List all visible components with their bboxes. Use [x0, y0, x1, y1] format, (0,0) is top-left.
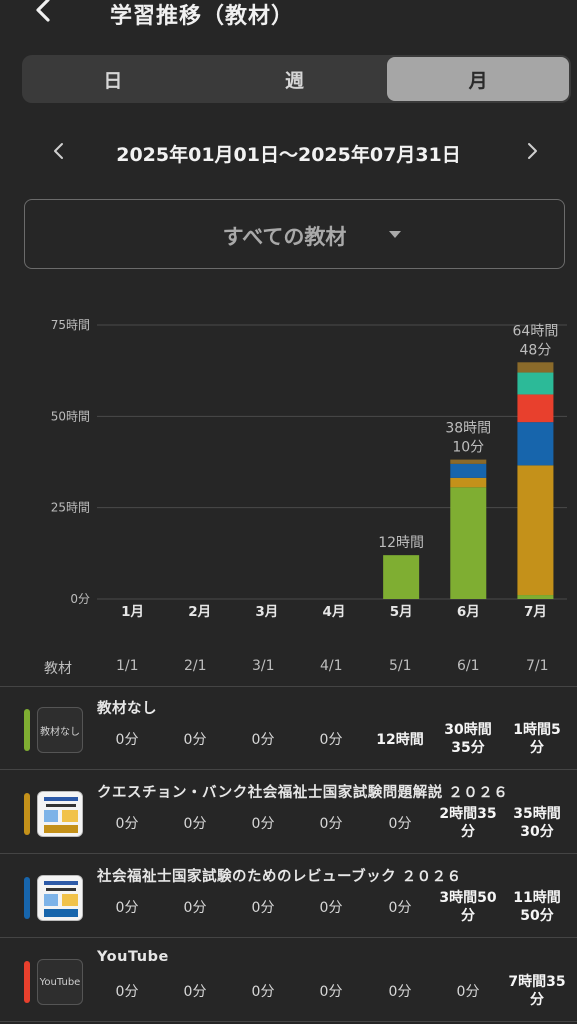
time-cell: 0分 [251, 816, 275, 832]
next-arrow-icon[interactable] [517, 136, 547, 166]
bar-segment[interactable] [450, 459, 487, 464]
header: 学習推移（教材） [0, 0, 577, 30]
caret-down-icon [389, 231, 401, 238]
y-tick-label: 25時間 [51, 501, 90, 515]
y-tick-label: 0分 [70, 592, 90, 606]
table-header-label: 教材 [44, 661, 72, 677]
bar-segment[interactable] [450, 463, 487, 478]
bar-total-label: 10分 [452, 440, 484, 456]
material-thumbnail: YouTube [37, 959, 83, 1005]
bar-segment[interactable] [383, 555, 420, 599]
stacked-bar-chart: 0分 25時間 50時間 75時間 1月 2月 3月 4月 5月 12時間 6月 38時間 10分 7月 6… [51, 318, 567, 620]
material-select[interactable]: すべての教材 [24, 199, 565, 269]
time-cell: 11時間 50分 [513, 890, 561, 924]
y-tick-label: 75時間 [51, 318, 90, 332]
book-cover-image [37, 791, 83, 837]
time-cell: 0分 [115, 732, 139, 748]
time-cell: 0分 [183, 732, 207, 748]
col-header: 5/1 [389, 658, 412, 674]
tab-week[interactable]: 週 [285, 69, 305, 92]
col-header: 1/1 [116, 658, 139, 674]
bar-segment[interactable] [517, 422, 554, 466]
period-tabs: 日 週 月 [22, 55, 571, 103]
x-tick-label: 6月 [457, 604, 480, 620]
time-cell: 0分 [115, 984, 139, 1000]
time-cell: 0分 [319, 732, 343, 748]
bar-total-label: 64時間 [513, 323, 559, 339]
date-range-text: 2025年01月01日〜2025年07月31日 [116, 144, 461, 166]
tab-month[interactable]: 月 [387, 57, 570, 101]
time-cell: 2時間35 分 [439, 806, 497, 840]
material-color-indicator [24, 709, 30, 751]
time-cell: 0分 [319, 984, 343, 1000]
bar-segment[interactable] [517, 362, 554, 373]
back-icon[interactable] [30, 0, 60, 28]
time-cell: 0分 [388, 816, 412, 832]
time-cell: 0分 [183, 816, 207, 832]
material-name: 教材なし [97, 701, 157, 717]
prev-arrow-icon[interactable] [44, 136, 74, 166]
time-cell: 0分 [183, 900, 207, 916]
bar-segment[interactable] [517, 595, 554, 599]
page-title: 学習推移（教材） [110, 4, 295, 29]
table-row[interactable]: YouTube YouTube 0分 0分 0分 0分 0分 0分 7時間35 分 [0, 939, 577, 1022]
time-cell: 0分 [319, 816, 343, 832]
time-cell: 7時間35 分 [508, 974, 566, 1008]
bar-total-label: 38時間 [445, 421, 491, 437]
time-cell: 12時間 [376, 732, 424, 748]
time-cell: 0分 [388, 900, 412, 916]
x-tick-label: 1月 [121, 604, 144, 620]
col-header: 6/1 [457, 658, 480, 674]
material-color-indicator [24, 877, 30, 919]
tab-day[interactable]: 日 [103, 69, 123, 92]
x-tick-label: 7月 [524, 604, 547, 620]
col-header: 4/1 [320, 658, 343, 674]
col-header: 7/1 [526, 658, 549, 674]
book-cover-image [37, 875, 83, 921]
bar-segment[interactable] [450, 487, 487, 599]
material-color-indicator [24, 961, 30, 1003]
material-thumbnail: 教材なし [37, 707, 83, 753]
time-cell: 0分 [319, 900, 343, 916]
table-row[interactable]: 社会福祉士国家試験のためのレビューブック ２０２６ 0分 0分 0分 0分 0分 3時間50… [0, 855, 577, 938]
y-tick-label: 50時間 [51, 409, 90, 423]
table-header: 教材 1/1 2/1 3/1 4/1 5/1 6/1 7/1 [0, 650, 577, 687]
time-cell: 30時間 35分 [444, 722, 492, 756]
bar-segment[interactable] [517, 372, 554, 395]
x-tick-label: 5月 [390, 604, 413, 620]
date-range: 2025年01月01日〜2025年07月31日 [0, 130, 577, 174]
material-color-indicator [24, 793, 30, 835]
table-row[interactable]: クエスチョン・バンク社会福祉士国家試験問題解説 ２０２６ 0分 0分 0分 0分 0分 2時… [0, 771, 577, 854]
x-tick-label: 4月 [323, 604, 346, 620]
time-cell: 3時間50 分 [439, 890, 497, 924]
col-header: 2/1 [184, 658, 207, 674]
bar-total-label: 12時間 [378, 535, 424, 551]
study-chart: 0分 25時間 50時間 75時間 1月 2月 3月 4月 5月 12時間 6月 38時間 10分 7月 6… [0, 300, 577, 630]
time-cell: 1時間5 分 [513, 722, 561, 756]
time-cell: 0分 [251, 900, 275, 916]
time-cell: 0分 [388, 984, 412, 1000]
material-name: クエスチョン・バンク社会福祉士国家試験問題解説 ２０２６ [97, 785, 509, 801]
time-cell: 35時間 30分 [513, 806, 561, 840]
time-cell: 0分 [115, 900, 139, 916]
time-cell: 0分 [456, 984, 480, 1000]
x-tick-label: 3月 [255, 604, 278, 620]
x-tick-label: 2月 [188, 604, 211, 620]
material-select-label: すべての教材 [222, 225, 347, 249]
material-name: YouTube [97, 949, 169, 965]
bar-segment[interactable] [450, 477, 487, 488]
time-cell: 0分 [251, 732, 275, 748]
bar-segment[interactable] [517, 394, 554, 423]
time-cell: 0分 [251, 984, 275, 1000]
material-name: 社会福祉士国家試験のためのレビューブック ２０２６ [97, 869, 462, 885]
time-cell: 0分 [115, 816, 139, 832]
bar-segment[interactable] [517, 465, 554, 596]
col-header: 3/1 [252, 658, 275, 674]
bar-total-label: 48分 [520, 342, 552, 358]
table-row[interactable]: 教材なし 教材なし 0分 0分 0分 0分 12時間 30時間 35分 1時間5 分 [0, 687, 577, 770]
time-cell: 0分 [183, 984, 207, 1000]
